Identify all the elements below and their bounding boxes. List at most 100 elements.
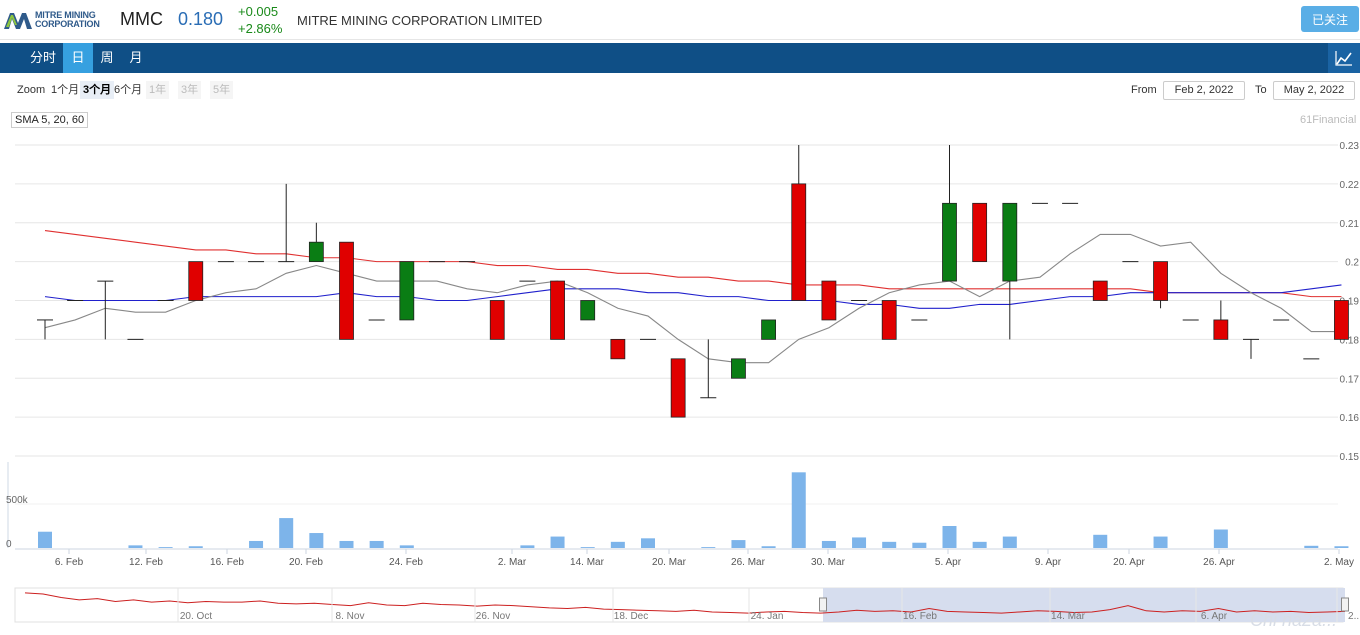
x-tick-label: 16. Feb	[210, 557, 244, 568]
volume-bar	[38, 531, 52, 548]
candle-body	[1092, 280, 1108, 301]
volume-bar	[128, 545, 143, 548]
candle-body	[308, 241, 324, 263]
volume-bar	[882, 541, 897, 548]
volume-bar	[520, 545, 535, 548]
candle	[1092, 280, 1108, 301]
sma20-line	[44, 284, 1342, 309]
x-tick-label: 26. Apr	[1203, 557, 1235, 568]
volume-bar	[912, 542, 927, 548]
price-tick-label: 0.22	[1340, 180, 1360, 191]
price-tick-label: 0.19	[1340, 297, 1360, 308]
change-percent: +2.86%	[238, 21, 283, 36]
volume-bar	[369, 540, 384, 548]
candle	[278, 183, 295, 263]
volume-bar	[1002, 536, 1017, 548]
candle-body	[399, 261, 415, 321]
candle-body	[580, 300, 596, 321]
candle-body	[1213, 319, 1229, 340]
chart-credit: 61Financial	[1300, 114, 1357, 126]
navigator-handle-left[interactable]	[819, 597, 827, 612]
volume-bar	[1304, 545, 1319, 548]
volume-bar	[309, 533, 324, 548]
tab-monthly[interactable]: 月	[129, 50, 143, 65]
volume-bar	[1093, 534, 1108, 548]
zoom-1y[interactable]: 1年	[146, 81, 170, 99]
line-chart-icon	[1335, 51, 1352, 66]
price-tick-label: 0.17	[1340, 374, 1360, 385]
logo-mark-icon	[4, 13, 32, 29]
price-change: +0.005 +2.86%	[238, 3, 282, 37]
candle	[188, 261, 204, 301]
volume-bar	[761, 546, 776, 548]
volume-bar	[580, 547, 595, 548]
volume-bar	[399, 545, 414, 548]
zoom-3y[interactable]: 3年	[178, 81, 202, 99]
watermark: Chi na2a...	[1250, 610, 1338, 630]
x-tick-label: 6. Feb	[55, 557, 84, 568]
zoom-label: Zoom	[17, 84, 46, 96]
candle	[489, 300, 505, 340]
x-tick-label: 24. Feb	[389, 557, 423, 568]
chart-type-button[interactable]	[1328, 43, 1360, 73]
volume-bar	[701, 547, 716, 548]
x-tick-label: 26. Mar	[731, 557, 766, 568]
candle-body	[1153, 261, 1168, 301]
navigator-tick-label: 18. Dec	[614, 611, 648, 622]
volume-tick-label: 500k	[6, 495, 29, 506]
candle	[580, 300, 596, 321]
candle	[1153, 261, 1168, 309]
candle-body	[1334, 300, 1349, 340]
candle-body	[1002, 202, 1018, 282]
logo-line-2: CORPORATION	[35, 19, 100, 29]
from-date-input[interactable]: Feb 2, 2022	[1163, 81, 1245, 100]
change-absolute: +0.005	[238, 4, 279, 19]
candle-body	[188, 261, 204, 301]
price-tick-label: 0.23	[1340, 141, 1360, 152]
navigator-tick-label: 24. Jan	[751, 611, 784, 622]
logo-line-1: MITRE MINING	[35, 10, 96, 20]
volume-bar	[188, 546, 203, 548]
candle	[1002, 202, 1018, 340]
follow-button[interactable]: 已关注	[1301, 6, 1359, 32]
candle	[881, 300, 897, 340]
candle	[670, 358, 686, 418]
x-tick-label: 9. Apr	[1035, 557, 1062, 568]
navigator-tick-label: 26. Nov	[476, 611, 510, 622]
tab-intraday[interactable]: 分时	[29, 50, 56, 65]
sma-legend: SMA 5, 20, 60	[11, 112, 89, 128]
zoom-3m[interactable]: 3个月	[80, 81, 115, 99]
volume-bar	[1153, 536, 1168, 548]
tab-weekly[interactable]: 周	[100, 50, 114, 65]
candle	[700, 339, 717, 399]
zoom-5y[interactable]: 5年	[210, 81, 234, 99]
sma5-line	[44, 233, 1342, 364]
zoom-6m[interactable]: 6个月	[114, 84, 143, 96]
candle	[399, 261, 415, 321]
to-date-input[interactable]: May 2, 2022	[1273, 81, 1355, 100]
volume-bar	[731, 540, 746, 548]
volume-bar	[610, 541, 625, 548]
candle	[942, 145, 957, 282]
candle	[821, 280, 837, 321]
candle-body	[761, 319, 776, 340]
candle	[791, 145, 807, 301]
x-tick-label: 20. Mar	[652, 557, 687, 568]
tab-daily[interactable]: 日	[63, 43, 93, 73]
quote-header: MITRE MINING CORPORATION MMC 0.180 +0.00…	[0, 0, 1360, 40]
candle-body	[821, 280, 837, 321]
navigator-handle-right[interactable]	[1341, 597, 1349, 612]
volume-bar	[1334, 546, 1349, 548]
navigator-tick-label: 16. Feb	[903, 611, 937, 622]
candle-body	[791, 183, 807, 301]
zoom-1m[interactable]: 1个月	[51, 84, 80, 96]
navigator-tick-label: 8. Nov	[336, 611, 365, 622]
volume-bar	[249, 540, 264, 548]
x-tick-label: 5. Apr	[935, 557, 962, 568]
price-tick-label: 0.2	[1345, 258, 1359, 269]
navigator-tick-label: 6. Apr	[1201, 611, 1228, 622]
x-tick-label: 2. May	[1324, 557, 1354, 568]
candle	[610, 338, 626, 360]
